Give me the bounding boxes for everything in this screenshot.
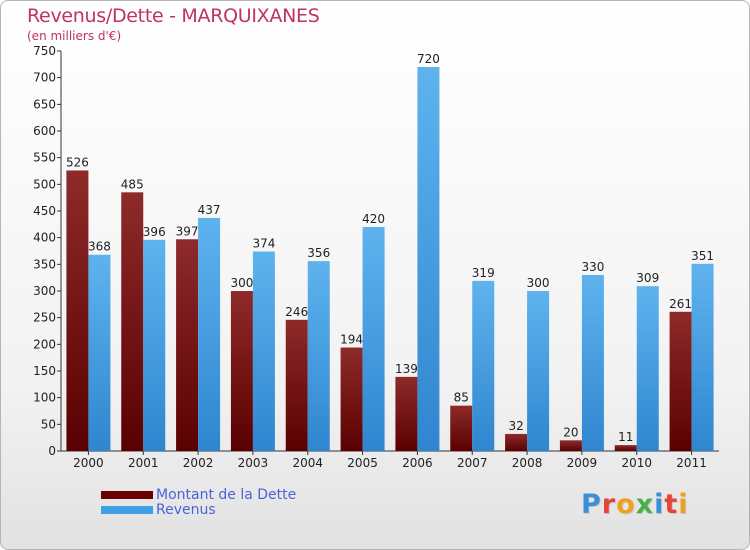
data-label-dette: 246	[285, 305, 308, 319]
bar-revenus	[307, 261, 330, 451]
data-label-revenus: 356	[307, 246, 330, 260]
data-label-revenus: 420	[362, 212, 385, 226]
legend-swatch-revenus	[101, 506, 153, 514]
data-label-dette: 194	[340, 333, 363, 347]
chart-title: Revenus/Dette - MARQUIXANES	[27, 5, 320, 27]
logo-letter: x	[635, 489, 655, 520]
logo-letter: r	[601, 489, 617, 520]
y-tick-label: 500	[33, 177, 56, 191]
logo-letter: i	[678, 489, 689, 520]
x-tick-label: 2001	[128, 456, 159, 470]
data-label-revenus: 720	[417, 52, 440, 66]
data-label-dette: 526	[66, 155, 89, 169]
logo-letter: o	[616, 489, 636, 520]
x-tick-label: 2009	[567, 456, 598, 470]
bar-dette	[505, 433, 528, 451]
bar-revenus	[252, 251, 275, 451]
data-label-dette: 85	[454, 391, 469, 405]
data-label-dette: 397	[176, 224, 199, 238]
bar-revenus	[362, 227, 385, 451]
x-tick-label: 2011	[676, 456, 707, 470]
data-labels: 526 368 485 396 397 437 300 374 246 356 194 420 139 7…	[66, 52, 714, 444]
bar-revenus	[527, 291, 550, 451]
data-label-revenus: 319	[472, 266, 495, 280]
bar-revenus	[88, 254, 111, 451]
bar-revenus	[636, 286, 659, 451]
y-tick-label: 750	[33, 44, 56, 58]
data-label-revenus: 309	[636, 271, 659, 285]
data-label-revenus: 300	[527, 276, 550, 290]
logo-letter: i	[654, 489, 665, 520]
bar-revenus	[198, 217, 221, 451]
y-tick-label: 100	[33, 391, 56, 405]
bar-revenus	[143, 239, 166, 451]
data-label-revenus: 368	[88, 240, 111, 254]
logo-letter: t	[664, 489, 679, 520]
y-tick-label: 350	[33, 257, 56, 271]
x-tick-label: 2003	[238, 456, 269, 470]
bar-dette	[340, 347, 363, 451]
x-tick-label: 2004	[292, 456, 323, 470]
y-tick-label: 400	[33, 231, 56, 245]
legend-label-debt: Montant de la Dette	[156, 487, 297, 503]
data-label-revenus: 396	[143, 225, 166, 239]
data-label-dette: 11	[618, 430, 633, 444]
bar-dette	[285, 319, 308, 451]
x-tick-label: 2006	[402, 456, 433, 470]
data-label-dette: 485	[121, 177, 144, 191]
y-tick-label: 200	[33, 337, 56, 351]
legend-swatch-debt	[101, 491, 153, 499]
data-label-revenus: 374	[252, 237, 275, 251]
bars	[66, 67, 714, 452]
bar-dette	[176, 239, 199, 451]
data-label-revenus: 330	[581, 260, 604, 274]
bar-revenus	[417, 67, 440, 451]
y-tick-label: 0	[48, 444, 56, 458]
data-label-dette: 32	[508, 419, 523, 433]
bar-dette	[614, 445, 637, 451]
x-tick-label: 2007	[457, 456, 488, 470]
data-label-dette: 20	[563, 425, 578, 439]
bar-dette	[395, 376, 418, 451]
y-tick-label: 300	[33, 284, 56, 298]
legend-item-debt: Montant de la Dette	[101, 487, 296, 503]
logo-letter: P	[581, 489, 602, 520]
bar-dette	[559, 440, 582, 451]
bar-revenus	[581, 275, 604, 451]
y-tick-label: 550	[33, 151, 56, 165]
data-label-dette: 261	[669, 297, 692, 311]
y-tick-label: 450	[33, 204, 56, 218]
x-tick-label: 2008	[512, 456, 543, 470]
data-label-revenus: 437	[198, 203, 221, 217]
bar-revenus	[691, 263, 714, 451]
data-label-dette: 300	[230, 276, 253, 290]
bar-dette	[230, 291, 253, 451]
bar-dette	[450, 405, 473, 451]
chart-subtitle: (en milliers d'€)	[27, 29, 122, 43]
bar-dette	[669, 311, 692, 451]
x-tick-label: 2002	[183, 456, 214, 470]
bar-dette	[66, 170, 89, 451]
axes: 0 50 100 150 200 250 300 350 400 450 500 550 600 650 7…	[33, 44, 719, 470]
y-tick-label: 150	[33, 364, 56, 378]
data-label-dette: 139	[395, 362, 418, 376]
y-tick-label: 600	[33, 124, 56, 138]
y-tick-label: 650	[33, 97, 56, 111]
legend-item-revenus: Revenus	[101, 502, 216, 518]
bar-revenus	[472, 280, 495, 451]
bar-dette	[121, 192, 144, 452]
y-tick-label: 700	[33, 71, 56, 85]
proxiti-logo: Proxiti	[581, 489, 689, 520]
y-tick-label: 50	[41, 417, 56, 431]
legend-label-revenus: Revenus	[156, 502, 216, 518]
x-tick-label: 2005	[347, 456, 378, 470]
x-tick-label: 2010	[621, 456, 652, 470]
y-tick-label: 250	[33, 311, 56, 325]
x-tick-label: 2000	[73, 456, 104, 470]
data-label-revenus: 351	[691, 249, 714, 263]
